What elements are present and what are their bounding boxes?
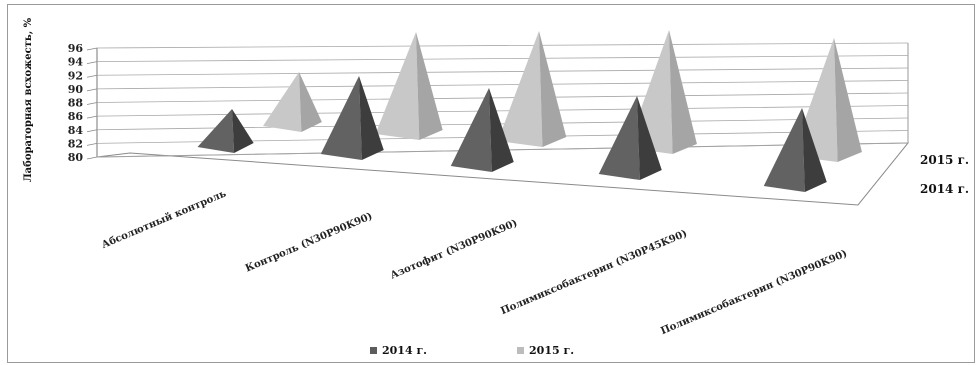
category-label: Азотофит (N30P90K90)	[389, 218, 519, 282]
gridline	[96, 67, 909, 76]
category-label: Абсолютный контроль	[100, 188, 228, 251]
gridline	[96, 92, 909, 103]
y-tick-label: 90	[68, 83, 84, 96]
gridline	[96, 80, 909, 90]
y-tick-label: 94	[68, 56, 84, 69]
pyramid-2014-face-left	[763, 108, 805, 192]
tick-mark	[86, 74, 98, 78]
tick-mark	[86, 115, 98, 119]
y-tick-label: 80	[68, 151, 84, 164]
y-tick-label: 92	[68, 69, 83, 82]
pyramid-2014-face-left	[320, 76, 362, 160]
gridline	[96, 55, 909, 63]
pyramid-2015-face-right	[539, 31, 567, 147]
legend-item-2015: 2015 г.	[517, 344, 574, 357]
pyramid-2015-face-left	[497, 31, 543, 147]
pyramid-2014-face-left	[197, 109, 235, 153]
tick-mark	[86, 88, 98, 92]
y-tick-label: 82	[68, 137, 83, 150]
pyramid-2014-face-right	[802, 108, 827, 192]
pyramid-2014-face-left	[598, 96, 640, 180]
pyramid-2014-face-right	[489, 88, 514, 172]
y-tick-label: 88	[68, 97, 84, 110]
tick-mark	[86, 129, 98, 133]
legend-swatch-2014	[370, 346, 377, 354]
series-row-label: 2015 г.	[920, 153, 969, 167]
pyramid-2014-face-right	[232, 109, 254, 153]
tick-mark	[86, 47, 98, 51]
category-label: Контроль (N30P90K90)	[244, 211, 374, 275]
pyramid-2015-face-right	[834, 38, 862, 162]
legend-label-2015: 2015 г.	[529, 343, 575, 357]
pyramid-2014-face-right	[359, 76, 384, 160]
y-tick-label: 96	[68, 42, 84, 55]
tick-mark	[86, 61, 98, 65]
pyramid-2015-face-left	[375, 32, 420, 140]
tick-mark	[86, 102, 98, 105]
marks-layer	[197, 30, 862, 192]
pyramid-2015-face-left	[263, 72, 302, 132]
series-row-label: 2014 г.	[920, 182, 969, 196]
y-tick-label: 86	[68, 110, 84, 123]
category-label: Полимиксобактерин (N30P45K90)	[499, 228, 689, 317]
gridline	[96, 42, 909, 49]
pyramid-2014-face-right	[637, 96, 662, 180]
tick-mark	[86, 142, 98, 146]
pyramid-2014-face-left	[450, 88, 492, 172]
pyramid-2015-face-right	[416, 32, 443, 140]
legend: 2014 г. 2015 г.	[370, 341, 574, 359]
category-label: Полимиксобактерин (N30P90K90)	[659, 248, 849, 337]
pyramid-2015-face-right	[669, 30, 697, 154]
legend-item-2014: 2014 г.	[370, 344, 427, 357]
tick-mark	[86, 156, 98, 160]
y-tick-label: 84	[68, 124, 84, 137]
y-axis-label: Лабораторная всхожесть, %	[23, 17, 34, 182]
gridline	[96, 105, 909, 117]
legend-swatch-2015	[517, 346, 525, 354]
legend-label-2014: 2014 г.	[382, 343, 428, 357]
pyramid-2015-face-right	[299, 72, 322, 132]
